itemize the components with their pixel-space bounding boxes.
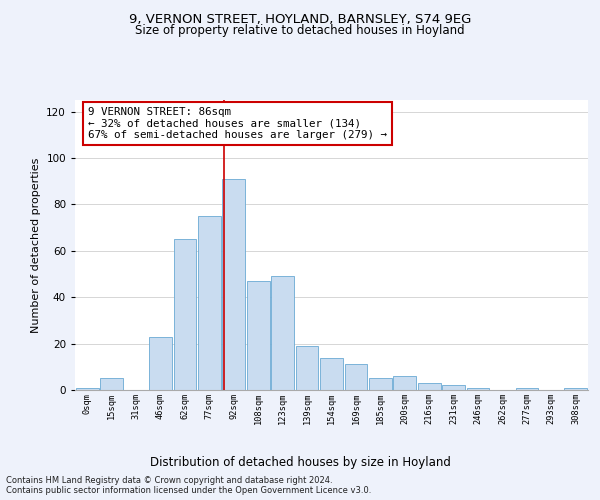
Text: 9, VERNON STREET, HOYLAND, BARNSLEY, S74 9EG: 9, VERNON STREET, HOYLAND, BARNSLEY, S74… (129, 12, 471, 26)
Bar (418, 383, 440, 390)
Bar (296, 346, 319, 390)
Bar (149, 336, 172, 390)
Bar (442, 386, 465, 390)
Bar (369, 378, 392, 390)
Bar (565, 388, 587, 390)
Bar (467, 388, 490, 390)
Bar (223, 179, 245, 390)
Bar (515, 388, 538, 390)
Bar (344, 364, 367, 390)
Text: Distribution of detached houses by size in Hoyland: Distribution of detached houses by size … (149, 456, 451, 469)
Text: Size of property relative to detached houses in Hoyland: Size of property relative to detached ho… (135, 24, 465, 37)
Bar (320, 358, 343, 390)
Bar (173, 239, 196, 390)
Bar (271, 276, 294, 390)
Text: 9 VERNON STREET: 86sqm
← 32% of detached houses are smaller (134)
67% of semi-de: 9 VERNON STREET: 86sqm ← 32% of detached… (88, 108, 387, 140)
Bar (247, 281, 269, 390)
Bar (76, 388, 98, 390)
Y-axis label: Number of detached properties: Number of detached properties (31, 158, 41, 332)
Text: Contains HM Land Registry data © Crown copyright and database right 2024.
Contai: Contains HM Land Registry data © Crown c… (6, 476, 371, 496)
Bar (198, 216, 221, 390)
Bar (100, 378, 123, 390)
Bar (394, 376, 416, 390)
